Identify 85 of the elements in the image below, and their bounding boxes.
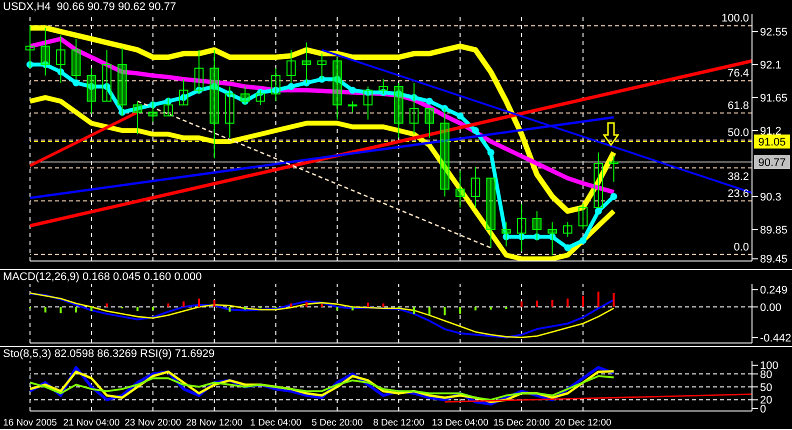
x-tick-label: 23 Nov 20:00 xyxy=(124,418,182,429)
bar xyxy=(366,302,369,307)
ref-line-label: 90.77 xyxy=(758,157,786,170)
point xyxy=(472,127,479,134)
bar xyxy=(106,303,108,307)
point xyxy=(349,86,356,94)
candlestick xyxy=(594,152,604,208)
x-tick-label: 8 Dec 12:00 xyxy=(373,418,424,429)
x-tick-label: 5 Dec 20:00 xyxy=(312,418,363,429)
bar xyxy=(382,303,384,307)
chart-title: MACD(12,26,9) 0.168 0.045 0.160 0.000 xyxy=(3,271,202,283)
candlestick xyxy=(286,49,296,84)
annotation: 50.0 xyxy=(728,127,749,140)
annotation: 100.0 xyxy=(721,12,749,25)
bar xyxy=(182,301,185,307)
bar xyxy=(306,302,308,307)
bar xyxy=(352,306,354,310)
point xyxy=(288,83,295,90)
x-tick-label: 15 Dec 20:00 xyxy=(493,418,550,429)
x-tick-label: 20 Dec 12:00 xyxy=(554,418,612,429)
bar xyxy=(413,306,416,314)
line-series xyxy=(29,375,615,401)
x-tick-label: 1 Dec 04:00 xyxy=(250,418,302,429)
chart-title: Sto(8,5,3) 82.0598 86.3269 RSI(9) 71.6929 xyxy=(3,348,215,360)
candlestick xyxy=(470,166,480,208)
bar xyxy=(44,306,46,312)
chart-title: USDX,H4 90.66 90.79 90.62 90.77 xyxy=(3,1,176,13)
ref-line-label: 91.05 xyxy=(758,136,786,149)
y-tick-label: 90.3 xyxy=(760,191,782,204)
point xyxy=(456,112,464,120)
y-tick-label: 80 xyxy=(760,368,772,381)
x-tick-label: 16 Nov 2005 xyxy=(3,418,57,429)
candlestick xyxy=(348,100,358,113)
annotation: 23.6 xyxy=(728,188,749,200)
candlestick xyxy=(455,170,465,208)
bar xyxy=(75,306,78,312)
bar xyxy=(167,303,170,307)
y-tick-label: 0.00 xyxy=(760,302,782,314)
annotation: 76.4 xyxy=(728,68,749,80)
point xyxy=(564,244,572,252)
bar xyxy=(320,304,323,307)
bar xyxy=(60,306,62,314)
bar xyxy=(536,300,538,307)
y-tick-label: -0.442 xyxy=(760,332,792,344)
y-tick-label: 50 xyxy=(760,382,772,394)
y-tick-label: 92.1 xyxy=(760,59,782,72)
candlestick xyxy=(378,78,388,94)
candlestick xyxy=(609,156,618,182)
y-tick-label: 92.55 xyxy=(760,26,788,38)
candlestick xyxy=(578,203,588,230)
x-tick-label: 13 Dec 04:00 xyxy=(432,418,488,429)
annotation: 38.2 xyxy=(728,170,749,183)
point xyxy=(610,193,618,200)
bar xyxy=(490,306,492,310)
candlestick xyxy=(132,100,142,135)
y-tick-label: 89.85 xyxy=(760,224,788,236)
bar xyxy=(566,298,569,307)
annotation: 0.0 xyxy=(734,241,749,254)
x-tick-label: 28 Nov 12:00 xyxy=(186,418,243,429)
candlestick xyxy=(563,222,572,238)
bar xyxy=(228,306,231,312)
bar xyxy=(597,292,600,307)
point xyxy=(426,98,433,105)
y-tick-label: 91.2 xyxy=(760,125,782,138)
y-tick-label: 0.249 xyxy=(760,284,788,297)
point xyxy=(487,149,494,156)
candlestick xyxy=(486,178,496,248)
bar xyxy=(244,306,246,310)
x-tick-label: 21 Nov 04:00 xyxy=(63,418,120,429)
bar xyxy=(428,306,430,316)
bar xyxy=(444,306,446,316)
annotation: 61.8 xyxy=(728,100,749,112)
point xyxy=(594,208,602,215)
y-tick-label: 0 xyxy=(760,403,766,416)
y-tick-label: 91.65 xyxy=(760,92,788,104)
bar xyxy=(290,303,292,307)
bar xyxy=(198,298,200,307)
bar xyxy=(551,300,554,307)
point xyxy=(580,236,587,244)
point xyxy=(72,79,80,86)
candlestick xyxy=(424,108,434,138)
y-tick-label: 89.45 xyxy=(760,254,788,266)
bar xyxy=(136,306,139,312)
bar xyxy=(612,293,615,307)
bar xyxy=(474,306,476,310)
